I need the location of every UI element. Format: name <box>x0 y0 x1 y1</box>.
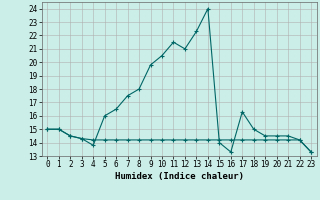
X-axis label: Humidex (Indice chaleur): Humidex (Indice chaleur) <box>115 172 244 181</box>
